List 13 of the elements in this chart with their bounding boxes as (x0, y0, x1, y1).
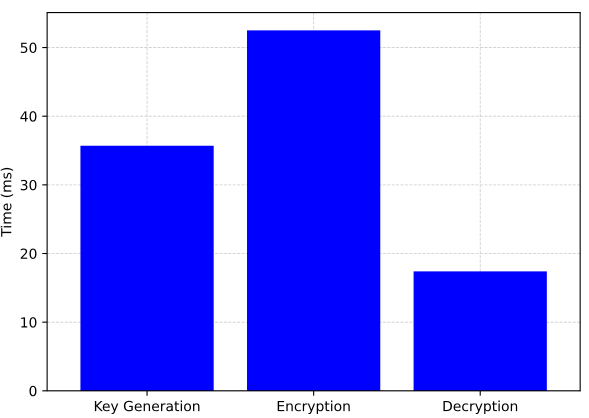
y-tick-label: 0 (29, 386, 36, 396)
y-tick-label: 40 (20, 111, 36, 122)
x-tick-label: Decryption (443, 400, 518, 414)
y-axis-title: Time (ms) (0, 168, 14, 237)
bar (80, 146, 214, 391)
y-tick-label: 50 (20, 42, 36, 54)
y-tick-label: 20 (20, 248, 36, 259)
x-tick-label: Encryption (278, 400, 350, 414)
y-tick-label: 30 (20, 180, 36, 190)
x-tick-label: Key Generation (94, 400, 200, 414)
y-tick-label: 10 (21, 317, 36, 328)
bar (414, 271, 547, 391)
bar (247, 30, 380, 391)
